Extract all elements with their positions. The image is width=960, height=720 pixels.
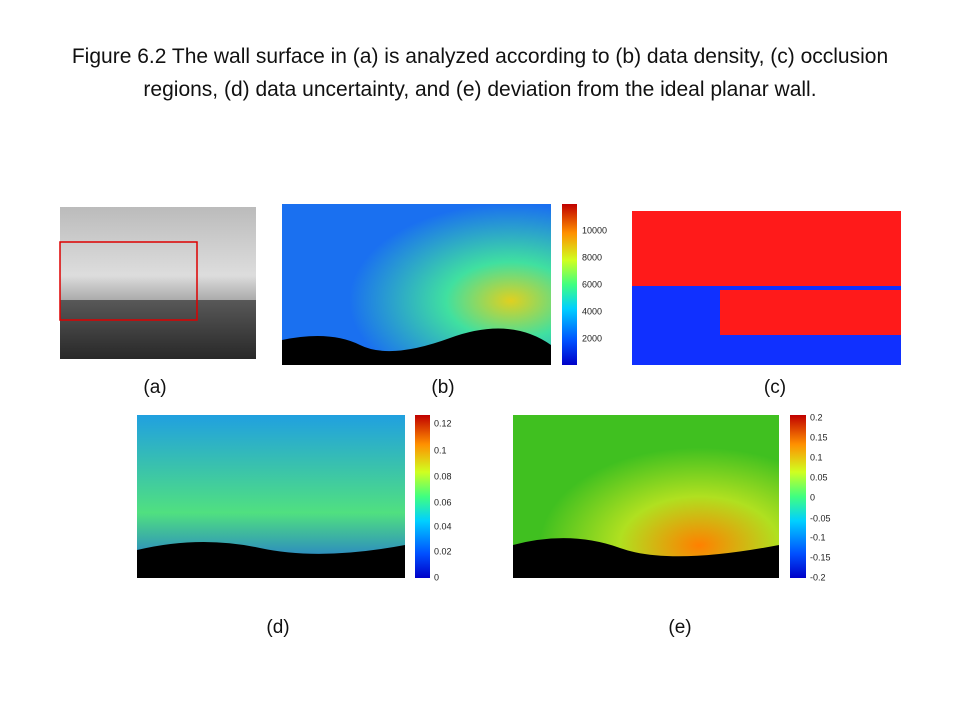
tick-label: -0.05 (810, 513, 831, 523)
colorbar (790, 415, 806, 578)
photo-furniture (60, 300, 256, 359)
missing-region (282, 328, 551, 365)
panel-label: (d) (266, 617, 289, 638)
tick-label: 0.1 (810, 452, 823, 462)
tick-label: 0.2 (810, 412, 823, 422)
colorbar (562, 204, 577, 365)
tick-label: 0.1 (434, 445, 447, 455)
panel-label: (e) (668, 617, 691, 638)
occlusion-region (632, 211, 901, 286)
colorbar-ticks: 10000 8000 6000 4000 2000 0.12 0.1 0.08 … (434, 225, 831, 582)
tick-label: 0.15 (810, 432, 828, 442)
tick-label: 10000 (582, 225, 607, 235)
tick-label: -0.15 (810, 552, 831, 562)
tick-label: 0.02 (434, 546, 452, 556)
tick-label: 0.05 (810, 472, 828, 482)
figure-caption: Figure 6.2 The wall surface in (a) is an… (71, 45, 889, 101)
tick-label: 8000 (582, 252, 602, 262)
tick-label: 0.06 (434, 497, 452, 507)
tick-label: 0 (810, 492, 815, 502)
colorbar (415, 415, 430, 578)
occlusion-region (720, 290, 901, 335)
tick-label: 6000 (582, 279, 602, 289)
tick-label: -0.2 (810, 572, 826, 582)
panel-label: (b) (431, 377, 454, 398)
tick-label: 0.08 (434, 471, 452, 481)
missing-region (137, 541, 405, 578)
tick-label: -0.1 (810, 532, 826, 542)
tick-label: 0.04 (434, 521, 452, 531)
missing-region (513, 538, 779, 578)
panel-label: (a) (143, 377, 166, 398)
tick-label: 0.12 (434, 418, 452, 428)
tick-label: 2000 (582, 333, 602, 343)
panel-label: (c) (764, 377, 786, 398)
tick-label: 0 (434, 572, 439, 582)
region-box (59, 241, 198, 321)
tick-label: 4000 (582, 306, 602, 316)
